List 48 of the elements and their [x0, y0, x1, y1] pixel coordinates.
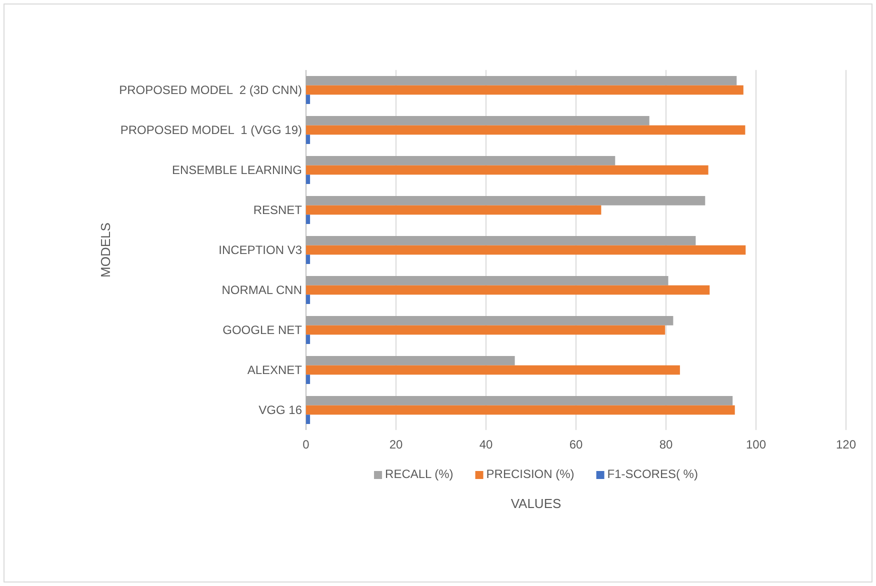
x-tick-label: 120 — [836, 438, 856, 452]
bar — [306, 285, 710, 295]
y-tick-label: ALEXNET — [247, 362, 303, 377]
bar — [306, 334, 310, 344]
bar — [306, 254, 310, 264]
bar — [306, 76, 737, 86]
x-tick-label: 100 — [746, 438, 766, 452]
bar — [306, 196, 706, 206]
x-tick-label: 0 — [302, 438, 310, 452]
legend-label: F1-SCORES( %) — [607, 467, 698, 481]
x-axis-title: VALUES — [510, 496, 562, 511]
bar — [306, 356, 515, 366]
bar — [306, 396, 733, 406]
bar — [306, 156, 616, 166]
y-tick-label: NORMAL CNN — [222, 282, 302, 297]
bar — [306, 116, 650, 126]
x-tick-label: 40 — [479, 438, 493, 452]
y-tick-label: RESNET — [253, 202, 303, 217]
bar — [306, 365, 680, 375]
bar — [306, 294, 310, 304]
y-axis-title: MODELS — [98, 222, 113, 278]
bar — [306, 325, 666, 335]
bar — [306, 374, 310, 384]
y-tick-label: PROPOSED MODEL 1 (VGG 19) — [120, 122, 302, 137]
bar — [306, 405, 735, 415]
x-tick-label: 60 — [569, 438, 583, 452]
bar — [306, 276, 668, 286]
bar — [306, 94, 310, 104]
legend-label: RECALL (%) — [385, 467, 454, 481]
y-tick-label: VGG 16 — [258, 402, 302, 417]
bar — [306, 245, 746, 255]
legend-label: PRECISION (%) — [486, 467, 574, 481]
bar — [306, 85, 744, 95]
y-tick-label: PROPOSED MODEL 2 (3D CNN) — [119, 82, 302, 97]
x-tick-label: 80 — [659, 438, 673, 452]
bar — [306, 165, 708, 175]
bar — [306, 205, 602, 215]
bar — [306, 174, 310, 184]
bar — [306, 125, 746, 135]
x-tick-label: 20 — [389, 438, 403, 452]
bar — [306, 414, 310, 424]
bar — [306, 236, 696, 246]
bar — [306, 316, 674, 326]
bar — [306, 214, 310, 224]
y-tick-label: GOOGLE NET — [222, 322, 303, 337]
y-tick-label: ENSEMBLE LEARNING — [172, 162, 302, 177]
y-tick-label: INCEPTION V3 — [218, 242, 302, 257]
bar — [306, 134, 310, 144]
